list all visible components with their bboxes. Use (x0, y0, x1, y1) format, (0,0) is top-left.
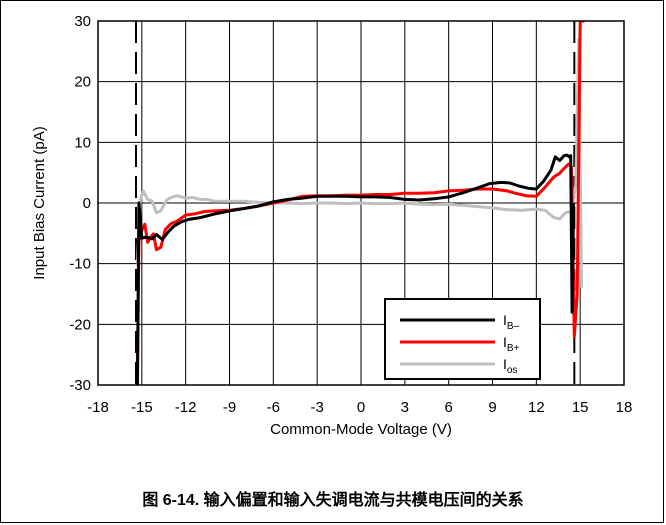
x-tick-label: 9 (488, 399, 496, 416)
x-tick-label: -15 (131, 399, 153, 416)
series-line-b (135, 153, 576, 385)
y-axis-label: Input Bias Current (pA) (31, 126, 48, 279)
y-tick-label: 0 (83, 195, 91, 212)
legend-box (384, 298, 541, 380)
legend: IB–IB+Ios (384, 298, 541, 380)
y-tick-label: -20 (69, 316, 91, 333)
x-tick-labels: -18 -15 -12 -9 -6 -3 0 3 6 9 12 15 18 (87, 399, 632, 416)
y-tick-label: -30 (69, 377, 91, 394)
y-tick-label: 30 (74, 13, 91, 30)
chart: -18 -15 -12 -9 -6 -3 0 3 6 9 12 15 18 3020100-10-20-… (31, 13, 632, 438)
x-tick-label: 12 (528, 399, 545, 416)
series-line-os (135, 37, 584, 288)
series-layer (135, 21, 585, 385)
y-tick-label: 10 (74, 134, 91, 151)
x-tick-label: -12 (175, 399, 197, 416)
y-tick-label: 20 (74, 74, 91, 91)
x-tick-label: 0 (357, 399, 365, 416)
x-tick-label: -6 (267, 399, 280, 416)
y-tick-label: -10 (69, 256, 91, 273)
x-tick-label: 18 (616, 399, 633, 416)
x-tick-label: -9 (223, 399, 236, 416)
x-tick-label: 3 (401, 399, 409, 416)
x-tick-label: -18 (87, 399, 109, 416)
x-axis-label: Common-Mode Voltage (V) (270, 421, 452, 438)
x-tick-label: -3 (310, 399, 323, 416)
figure-caption: 图 6-14. 输入偏置和输入失调电流与共模电压间的关系 (142, 492, 524, 509)
x-tick-label: 15 (572, 399, 589, 416)
x-tick-label: 6 (444, 399, 452, 416)
plot-area-border (97, 20, 625, 386)
y-tick-labels: 30 20 10 0 -10 -20 -30 (69, 13, 91, 394)
